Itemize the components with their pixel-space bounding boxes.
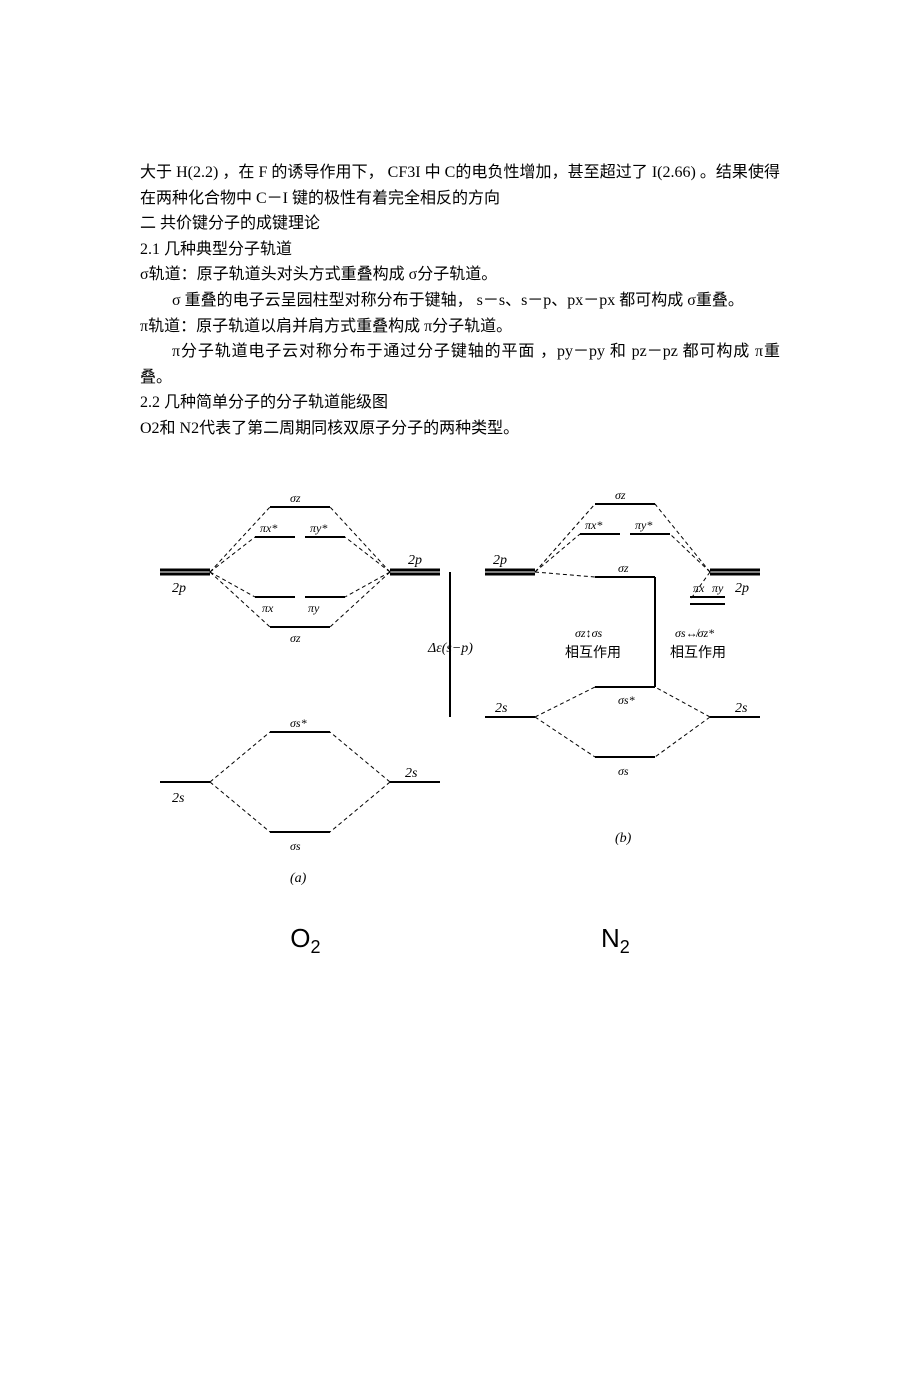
label-pi-x-b: πx: [693, 581, 705, 595]
label-sigma-z-a: σz: [290, 631, 301, 645]
label-pi-x-a: πx: [262, 601, 274, 615]
label-pi-x-star-a: πx*: [260, 521, 277, 535]
label-2p-left-b: 2p: [493, 553, 507, 568]
paragraph-sigma-orbital: σ轨道：原子轨道头对头方式重叠构成 σ分子轨道。: [140, 262, 780, 288]
mol-o2-symbol: O: [290, 923, 310, 953]
label-sigma-z-mid-b: σz: [618, 561, 629, 575]
label-sigma-z-star-a: σz: [290, 491, 301, 505]
label-sigma-s-a: σs: [290, 839, 301, 853]
label-pi-y-star-b: πy*: [635, 518, 652, 532]
paragraph-pi-orbital: π轨道：原子轨道以肩并肩方式重叠构成 π分子轨道。: [140, 314, 780, 340]
label-2p-right-a: 2p: [408, 553, 422, 568]
label-sigma-z-star-b: σz: [615, 488, 626, 502]
mol-o2-sub: 2: [310, 937, 320, 957]
mo-energy-diagram: .lv { stroke:#000; stroke-width:2; fill:…: [150, 482, 770, 963]
label-2s-left-a: 2s: [172, 791, 185, 806]
paragraph-sigma-overlap: σ 重叠的电子云呈园柱型对称分布于键轴， s－s、s－p、px－px 都可构成 …: [140, 288, 780, 314]
label-2p-right-b: 2p: [735, 581, 749, 596]
label-sigma-s-b: σs: [618, 764, 629, 778]
label-inter2-b: σs↮σz*: [675, 626, 714, 640]
sublabel-b: (b): [615, 831, 632, 846]
label-pi-x-star-b: πx*: [585, 518, 602, 532]
molecule-label-o2: O2: [290, 918, 320, 962]
molecule-label-n2: N2: [601, 918, 630, 962]
sublabel-a: (a): [290, 871, 307, 886]
heading-2-1: 2.1 几种典型分子轨道: [140, 237, 780, 263]
label-2s-right-b: 2s: [735, 701, 748, 716]
label-pi-y-star-a: πy*: [310, 521, 327, 535]
label-sigma-s-star-a: σs*: [290, 716, 307, 730]
paragraph-intro: 大于 H(2.2) ，在 F 的诱导作用下， CF3I 中 C的电负性增加，甚至…: [140, 160, 780, 211]
mo-diagram-svg: .lv { stroke:#000; stroke-width:2; fill:…: [150, 482, 770, 902]
label-pi-y-b: πy: [712, 581, 724, 595]
label-inter-cn-1: 相互作用: [565, 645, 621, 661]
label-inter-cn-2: 相互作用: [670, 645, 726, 661]
label-pi-y-a: πy: [308, 601, 320, 615]
paragraph-pi-overlap: π分子轨道电子云对称分布于通过分子键轴的平面 ，py－py 和 pz－pz 都可…: [140, 339, 780, 390]
label-sigma-s-star-b: σs*: [618, 693, 635, 707]
heading-section-2: 二 共价键分子的成键理论: [140, 211, 780, 237]
label-2s-right-a: 2s: [405, 766, 418, 781]
mol-n2-sub: 2: [620, 937, 630, 957]
label-delta-sp: Δε(s−p): [427, 641, 473, 656]
label-2s-left-b: 2s: [495, 701, 508, 716]
heading-2-2: 2.2 几种简单分子的分子轨道能级图: [140, 390, 780, 416]
label-2p-left-a: 2p: [172, 581, 186, 596]
paragraph-o2-n2: O2和 N2代表了第二周期同核双原子分子的两种类型。: [140, 416, 780, 442]
label-inter1-b: σz↕σs: [575, 626, 603, 640]
mol-n2-symbol: N: [601, 923, 620, 953]
